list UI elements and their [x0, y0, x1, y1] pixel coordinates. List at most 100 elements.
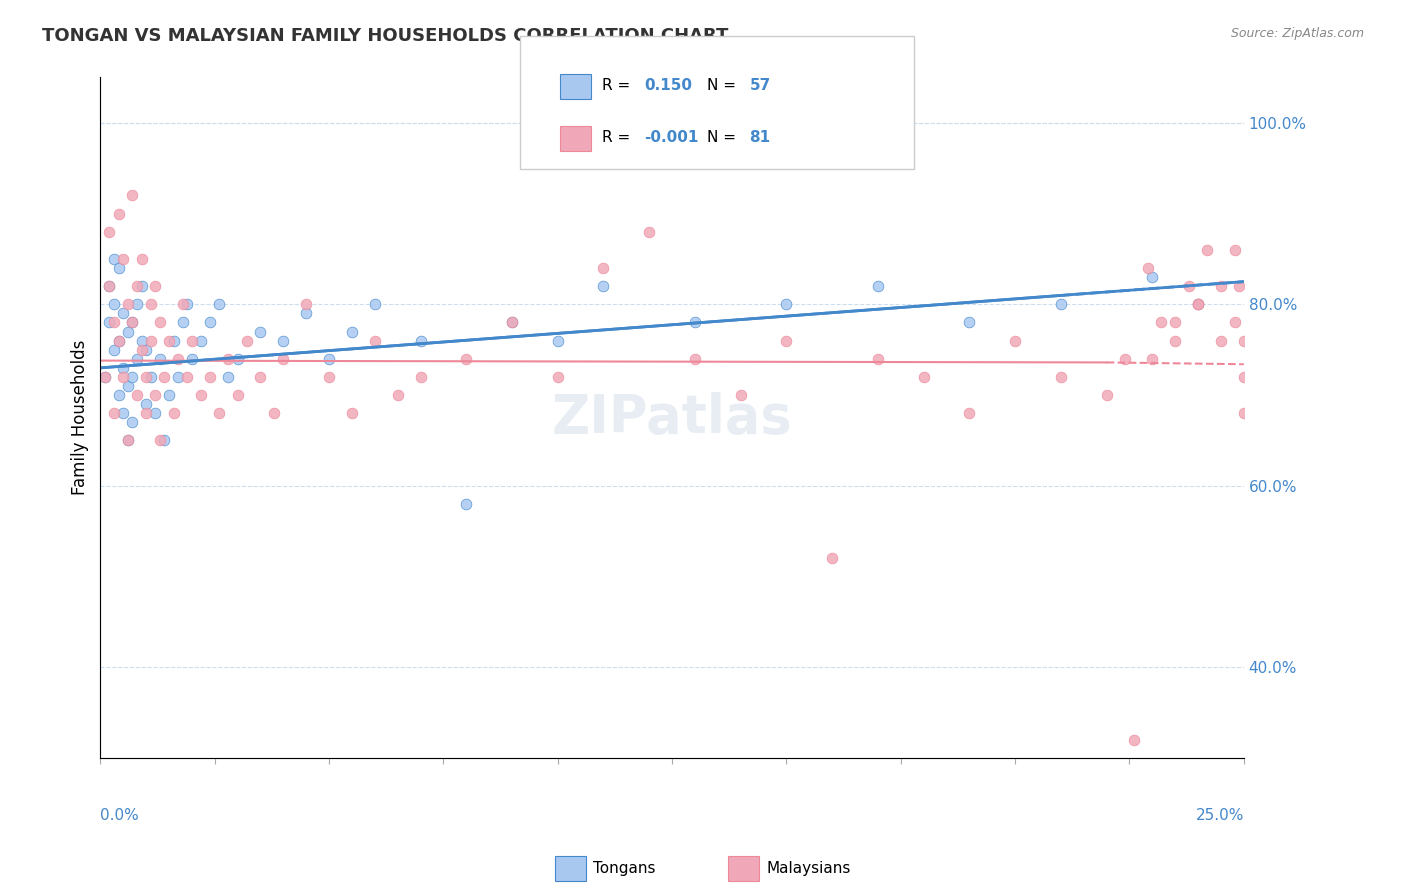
Point — [1123, 733, 1146, 747]
Point — [180, 334, 202, 348]
Point — [340, 325, 363, 339]
Point — [198, 370, 221, 384]
Point — [94, 370, 117, 384]
Point — [957, 316, 980, 330]
Point — [125, 351, 148, 366]
Point — [103, 343, 125, 357]
Point — [94, 370, 117, 384]
Point — [1227, 279, 1250, 293]
Text: 57: 57 — [749, 78, 770, 93]
Point — [1187, 297, 1209, 311]
Point — [117, 434, 139, 448]
Point — [1223, 316, 1246, 330]
Point — [318, 370, 340, 384]
Point — [683, 351, 706, 366]
Point — [162, 334, 184, 348]
Point — [217, 351, 239, 366]
Point — [172, 297, 194, 311]
Point — [117, 297, 139, 311]
Point — [112, 306, 135, 320]
Point — [912, 370, 935, 384]
Text: Tongans: Tongans — [593, 862, 655, 876]
Point — [456, 497, 478, 511]
Point — [112, 370, 135, 384]
Point — [107, 260, 129, 275]
Point — [125, 388, 148, 402]
Point — [121, 415, 143, 429]
Point — [131, 334, 153, 348]
Point — [866, 351, 889, 366]
Point — [131, 279, 153, 293]
Point — [112, 252, 135, 266]
Point — [217, 370, 239, 384]
Point — [364, 334, 387, 348]
Point — [149, 316, 172, 330]
Point — [139, 297, 162, 311]
Point — [592, 260, 614, 275]
Point — [135, 343, 157, 357]
Point — [1233, 406, 1256, 420]
Point — [121, 188, 143, 202]
Point — [235, 334, 257, 348]
Y-axis label: Family Households: Family Households — [72, 340, 89, 495]
Point — [117, 379, 139, 393]
Point — [167, 351, 190, 366]
Point — [103, 316, 125, 330]
Point — [131, 343, 153, 357]
Point — [103, 252, 125, 266]
Point — [1209, 334, 1232, 348]
Point — [957, 406, 980, 420]
Point — [149, 434, 172, 448]
Point — [149, 351, 172, 366]
Point — [295, 306, 318, 320]
Point — [271, 351, 294, 366]
Point — [117, 434, 139, 448]
Point — [1136, 260, 1159, 275]
Point — [547, 334, 569, 348]
Point — [821, 551, 844, 566]
Point — [340, 406, 363, 420]
Text: 0.0%: 0.0% — [100, 808, 139, 823]
Text: N =: N = — [707, 130, 741, 145]
Point — [226, 388, 249, 402]
Point — [775, 297, 797, 311]
Point — [107, 334, 129, 348]
Point — [139, 370, 162, 384]
Point — [103, 297, 125, 311]
Point — [1197, 243, 1219, 257]
Point — [135, 370, 157, 384]
Point — [1150, 316, 1173, 330]
Point — [249, 370, 271, 384]
Text: 81: 81 — [749, 130, 770, 145]
Point — [121, 370, 143, 384]
Point — [98, 316, 121, 330]
Point — [409, 334, 432, 348]
Point — [249, 325, 271, 339]
Point — [730, 388, 752, 402]
Point — [153, 370, 176, 384]
Point — [1233, 334, 1256, 348]
Point — [263, 406, 285, 420]
Point — [1004, 334, 1026, 348]
Point — [112, 406, 135, 420]
Point — [1050, 297, 1073, 311]
Text: R =: R = — [602, 78, 636, 93]
Point — [271, 334, 294, 348]
Point — [1178, 279, 1201, 293]
Point — [1233, 370, 1256, 384]
Point — [162, 406, 184, 420]
Text: Malaysians: Malaysians — [766, 862, 851, 876]
Point — [1050, 370, 1073, 384]
Point — [1095, 388, 1118, 402]
Point — [103, 406, 125, 420]
Point — [1187, 297, 1209, 311]
Point — [592, 279, 614, 293]
Point — [125, 297, 148, 311]
Point — [112, 360, 135, 375]
Point — [409, 370, 432, 384]
Point — [176, 370, 198, 384]
Point — [176, 297, 198, 311]
Point — [866, 279, 889, 293]
Point — [190, 388, 212, 402]
Point — [1209, 279, 1232, 293]
